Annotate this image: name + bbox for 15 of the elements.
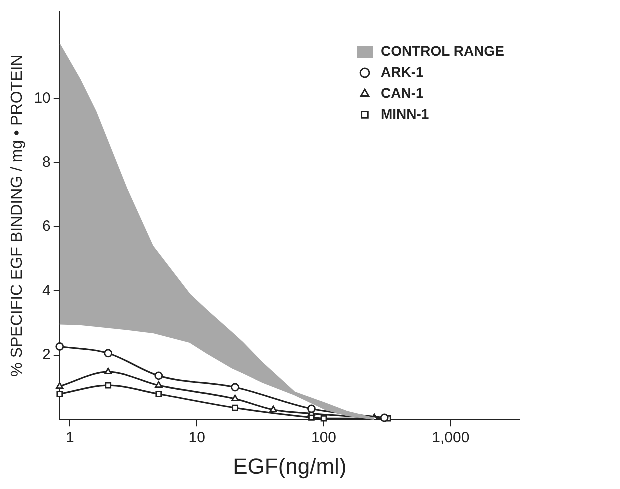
y-tick-label: 10 bbox=[34, 90, 51, 107]
y-tick-label: 8 bbox=[42, 154, 51, 171]
legend-label: ARK-1 bbox=[381, 64, 424, 80]
y-tick-label: 2 bbox=[42, 346, 51, 364]
y-axis-title: % SPECIFIC EGF BINDING / mg • PROTEIN bbox=[9, 54, 26, 377]
x-tick-label: 10 bbox=[188, 430, 206, 447]
legend-label: CAN-1 bbox=[381, 84, 424, 101]
x-tick-label: 100 bbox=[312, 430, 337, 447]
legend-label: MINN-1 bbox=[381, 106, 430, 122]
legend-label: CONTROL RANGE bbox=[381, 42, 504, 59]
x-tick-label: 1 bbox=[66, 430, 74, 447]
y-tick-label: 6 bbox=[42, 218, 51, 236]
y-tick-label: 4 bbox=[42, 282, 51, 300]
x-tick-label: 1,000 bbox=[432, 430, 470, 447]
x-axis-title: EGF(ng/ml) bbox=[233, 454, 347, 479]
